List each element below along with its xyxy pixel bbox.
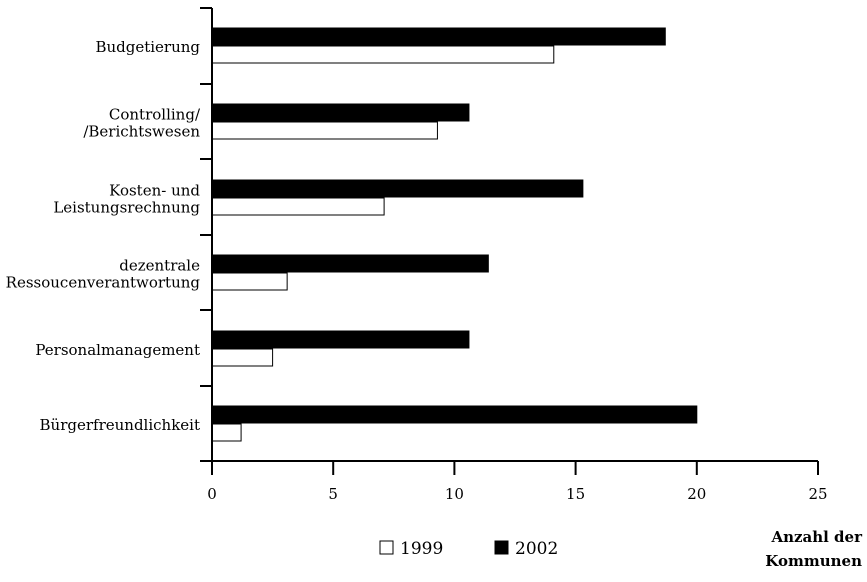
bar-1999-1 (211, 121, 438, 140)
bar-1999-3 (211, 272, 288, 291)
x-tick-label-0: 0 (207, 485, 217, 503)
bar-2002-0 (211, 27, 666, 46)
legend-swatch-1999 (379, 540, 394, 555)
legend-label-2002: 2002 (515, 539, 558, 559)
category-label-3-0: dezentrale (119, 257, 200, 275)
bar-1999-0 (211, 45, 555, 64)
category-label-5-0: Bürgerfreundlichkeit (40, 416, 200, 434)
bar-1999-4 (211, 348, 274, 367)
x-tick-label-2: 10 (445, 485, 464, 503)
bar-2002-3 (211, 254, 489, 273)
legend: 1999 2002 (379, 539, 558, 559)
category-label-0-0: Budgetierung (95, 38, 200, 56)
category-label-3-1: Ressoucenverantwortung (6, 274, 201, 292)
bar-1999-2 (211, 197, 385, 216)
bar-2002-4 (211, 330, 470, 349)
legend-label-1999: 1999 (400, 539, 443, 559)
category-label-2-0: Kosten- und (109, 182, 200, 200)
bar-2002-5 (211, 405, 698, 424)
labels-layer: 0 5 10 15 20 25 Budgetierung Controlling//Beric… (6, 38, 863, 570)
legend-swatch-2002 (494, 540, 509, 555)
axes-layer (200, 7, 819, 475)
bars-layer (211, 27, 698, 442)
bar-2002-1 (211, 103, 470, 122)
x-tick-label-5: 25 (808, 485, 827, 503)
category-label-1-1: /Berichtswesen (83, 123, 200, 141)
x-tick-label-3: 15 (566, 485, 585, 503)
category-label-1-0: Controlling/ (109, 106, 201, 124)
bar-2002-2 (211, 179, 584, 198)
bar-1999-5 (211, 423, 242, 442)
category-label-2-1: Leistungsrechnung (53, 199, 200, 217)
category-label-4-0: Personalmanagement (35, 341, 200, 359)
x-axis-title-line-0: Anzahl der (770, 528, 863, 546)
x-axis-title-line-1: Kommunen (765, 552, 862, 570)
x-tick-label-1: 5 (328, 485, 338, 503)
x-tick-label-4: 20 (687, 485, 706, 503)
